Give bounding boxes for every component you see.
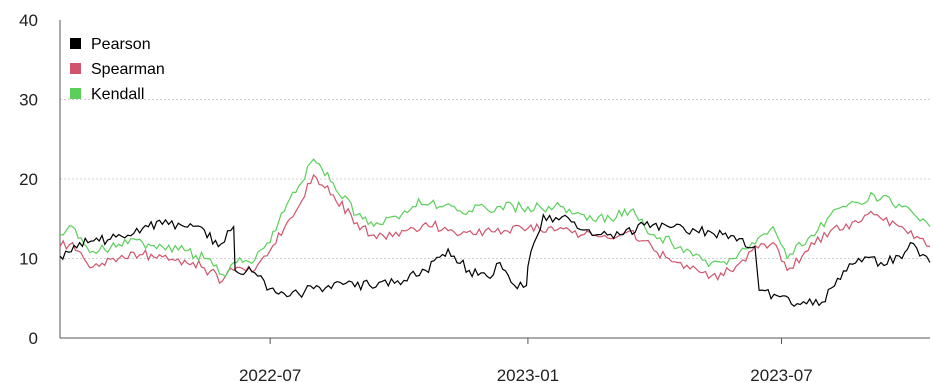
y-tick-label: 30: [19, 91, 38, 110]
y-tick-labels: 0 10 20 30 40: [19, 11, 38, 348]
series-line-spearman: [59, 173, 931, 285]
series-lines: [59, 158, 931, 307]
legend-swatch-kendall: [70, 88, 81, 99]
series-line-kendall: [59, 158, 931, 278]
y-tick-label: 10: [19, 250, 38, 269]
x-tick-label: 2023-01: [497, 366, 559, 383]
legend-swatch-spearman: [70, 63, 81, 74]
legend-label-kendall: Kendall: [91, 86, 144, 103]
legend: Pearson Spearman Kendall: [70, 36, 165, 103]
x-tick-label: 2022-07: [239, 366, 301, 383]
axes: [59, 20, 930, 339]
y-tick-label: 20: [19, 170, 38, 189]
x-tick-label: 2023-07: [750, 366, 812, 383]
legend-label-spearman: Spearman: [91, 61, 165, 78]
x-tick-labels: 2022-07 2023-01 2023-07: [239, 338, 813, 383]
legend-swatch-pearson: [70, 38, 81, 49]
y-tick-label: 40: [19, 11, 38, 30]
y-tick-label: 0: [29, 329, 38, 348]
series-line-pearson: [59, 213, 931, 307]
legend-label-pearson: Pearson: [91, 36, 151, 53]
gridlines: [60, 99, 930, 259]
